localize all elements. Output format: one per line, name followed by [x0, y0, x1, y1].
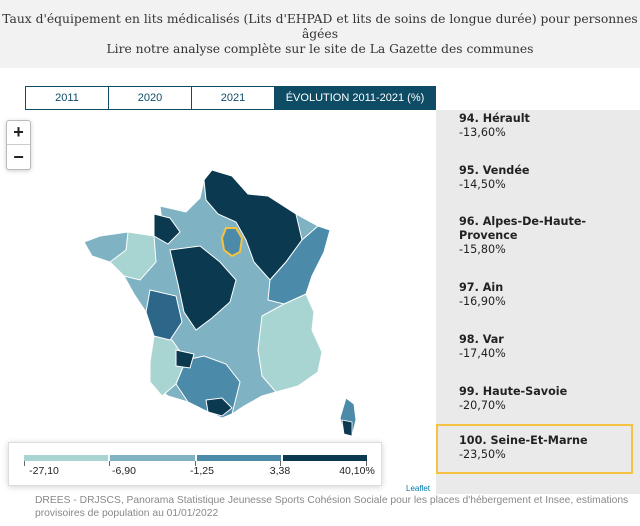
ranking-list: 94. Hérault -13,60% 95. Vendée -14,50% 9…	[436, 110, 640, 494]
map-mid-west	[145, 289, 183, 341]
list-item-name: 94. Hérault	[459, 112, 530, 125]
list-item[interactable]: 95. Vendée -14,50%	[459, 164, 530, 192]
list-item-name: 97. Ain	[459, 281, 504, 294]
subtitle-link[interactable]: Lire notre analyse complète sur le site …	[106, 42, 534, 56]
legend-tick	[24, 461, 25, 466]
list-item[interactable]: 94. Hérault -13,60%	[459, 112, 530, 140]
tab-2021[interactable]: 2021	[192, 87, 276, 109]
legend-ticks	[9, 461, 383, 467]
legend-tick	[195, 461, 196, 466]
title-line-2: âgées	[301, 27, 339, 41]
source-line-1: DREES - DRJSCS, Panorama Statistique Jeu…	[35, 495, 629, 506]
tab-2011[interactable]: 2011	[26, 87, 110, 109]
header: Taux d'équipement en lits médicalisés (L…	[0, 0, 640, 68]
list-item-name: 98. Var	[459, 333, 504, 346]
list-item-name: 100. Seine-Et-Marne	[459, 434, 588, 447]
zoom-in-button[interactable]: +	[7, 121, 30, 145]
list-item-value: -17,40%	[459, 347, 506, 360]
legend-color-bar	[24, 455, 367, 461]
tab-bar: 2011 2020 2021 ÉVOLUTION 2011-2021 (%)	[25, 86, 436, 110]
list-item-name: 95. Vendée	[459, 164, 530, 177]
legend-tick	[109, 461, 110, 466]
legend-label-max: 40,10%	[339, 465, 375, 477]
list-item[interactable]: 96. Alpes-De-Haute-Provence -15,80%	[459, 215, 609, 257]
list-item[interactable]: 98. Var -17,40%	[459, 333, 506, 361]
seine-et-marne-highlight[interactable]	[220, 227, 244, 258]
tab-evolution[interactable]: ÉVOLUTION 2011-2021 (%)	[275, 87, 435, 109]
map-dark-pyrenees	[205, 397, 233, 417]
leaflet-attribution-link[interactable]: Leaflet	[406, 484, 431, 493]
map-dark-south	[175, 349, 195, 369]
legend-label-2: -6,90	[112, 465, 136, 477]
list-item[interactable]: 97. Ain -16,90%	[459, 281, 506, 309]
list-item-value: -23,50%	[459, 448, 506, 461]
map-corsica-south	[341, 419, 353, 437]
map-mid-east	[267, 225, 331, 305]
list-item-name: 96. Alpes-De-Haute-Provence	[459, 215, 587, 242]
legend-label-min: -27,10	[29, 465, 59, 477]
map-light-west	[109, 231, 157, 281]
legend-label-3: -1,25	[190, 465, 214, 477]
map-dark-center	[169, 245, 237, 331]
source-note: DREES - DRJSCS, Panorama Statistique Jeu…	[35, 494, 635, 520]
list-item-value: -14,50%	[459, 178, 506, 191]
tab-2020[interactable]: 2020	[109, 87, 193, 109]
legend-swatch-1	[24, 455, 109, 461]
zoom-out-button[interactable]: −	[13, 146, 24, 167]
list-item-selected[interactable]: 100. Seine-Et-Marne -23,50%	[436, 424, 633, 474]
list-item-value: -20,70%	[459, 399, 506, 412]
france-map[interactable]	[0, 114, 436, 494]
legend-label-4: 3,38	[269, 465, 291, 477]
map-dark-bretagne	[153, 213, 181, 245]
list-item-value: -15,80%	[459, 243, 506, 256]
legend-swatch-4	[282, 455, 367, 461]
legend-tick	[366, 461, 367, 466]
legend-swatch-2	[110, 455, 195, 461]
zoom-control: + −	[6, 120, 31, 170]
legend-tick	[280, 461, 281, 466]
source-line-2: provisoires de population au 01/01/2022	[35, 508, 219, 519]
list-item[interactable]: 99. Haute-Savoie -20,70%	[459, 385, 567, 413]
list-item-value: -16,90%	[459, 295, 506, 308]
list-item-value: -13,60%	[459, 126, 506, 139]
list-item-name: 99. Haute-Savoie	[459, 385, 568, 398]
color-legend: -27,10 -6,90 -1,25 3,38 40,10%	[8, 442, 382, 486]
title-line-1: Taux d'équipement en lits médicalisés (L…	[2, 12, 638, 26]
legend-swatch-3	[196, 455, 281, 461]
